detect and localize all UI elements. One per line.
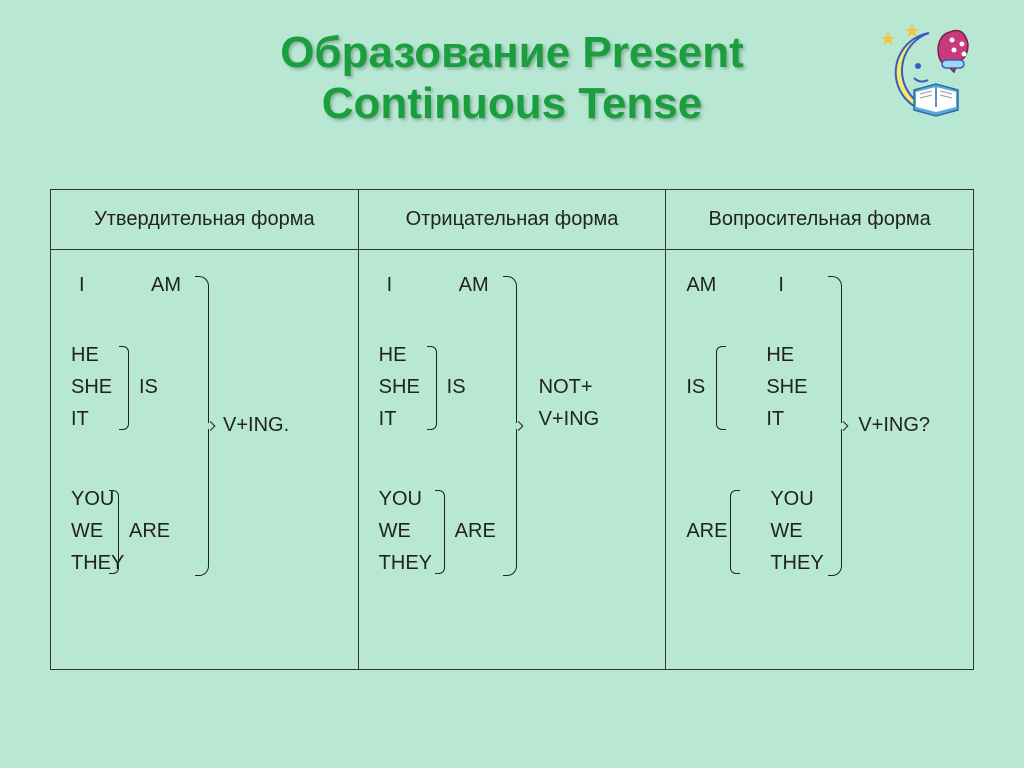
aff-is: IS — [139, 376, 158, 399]
aff-you: YOU — [71, 488, 114, 511]
neg-he: HE — [379, 344, 407, 367]
cell-negative: I AM HE SHE IT IS NOT+ V+ING YOU WE THEY… — [358, 250, 666, 670]
aff-ending: V+ING. — [223, 414, 289, 437]
neg-they: THEY — [379, 552, 432, 575]
int-are: ARE — [686, 520, 727, 543]
cell-interrogative: AM I IS HE SHE IT V+ING? ARE YOU WE THEY — [666, 250, 974, 670]
int-i: I — [778, 274, 784, 297]
aff-am: AM — [151, 274, 181, 297]
col-header-affirmative: Утвердительная форма — [51, 190, 359, 250]
neg-are: ARE — [455, 520, 496, 543]
cell-affirmative: I AM HE SHE IT IS V+ING. YOU WE THEY ARE — [51, 250, 359, 670]
brace-icon — [119, 346, 129, 430]
aff-he: HE — [71, 344, 99, 367]
brace-icon — [435, 490, 445, 574]
int-am: AM — [686, 274, 716, 297]
aff-we: WE — [71, 520, 103, 543]
int-it: IT — [766, 408, 784, 431]
aff-i: I — [79, 274, 85, 297]
int-ending: V+ING? — [858, 414, 930, 437]
brace-icon — [730, 490, 740, 574]
title-line-1: Образование Present — [280, 28, 744, 77]
neg-ending: V+ING — [539, 408, 600, 431]
brace-icon — [109, 490, 119, 574]
slide-title: Образование Present Continuous Tense — [0, 0, 1024, 129]
col-header-negative: Отрицательная форма — [358, 190, 666, 250]
neg-she: SHE — [379, 376, 420, 399]
neg-i: I — [387, 274, 393, 297]
neg-it: IT — [379, 408, 397, 431]
moon-reading-clipart — [874, 18, 984, 128]
neg-is: IS — [447, 376, 466, 399]
int-we: WE — [770, 520, 802, 543]
neg-am: AM — [459, 274, 489, 297]
int-she: SHE — [766, 376, 807, 399]
int-they: THEY — [770, 552, 823, 575]
int-you: YOU — [770, 488, 813, 511]
title-line-2: Continuous Tense — [322, 79, 703, 128]
int-is: IS — [686, 376, 705, 399]
brace-icon — [195, 276, 209, 576]
aff-she: SHE — [71, 376, 112, 399]
aff-it: IT — [71, 408, 89, 431]
brace-icon — [503, 276, 517, 576]
neg-we: WE — [379, 520, 411, 543]
brace-icon — [716, 346, 726, 430]
aff-are: ARE — [129, 520, 170, 543]
neg-you: YOU — [379, 488, 422, 511]
col-header-interrogative: Вопросительная форма — [666, 190, 974, 250]
int-he: HE — [766, 344, 794, 367]
brace-icon — [427, 346, 437, 430]
neg-not: NOT+ — [539, 376, 593, 399]
grammar-table: Утвердительная форма Отрицательная форма… — [50, 189, 974, 670]
brace-icon — [828, 276, 842, 576]
